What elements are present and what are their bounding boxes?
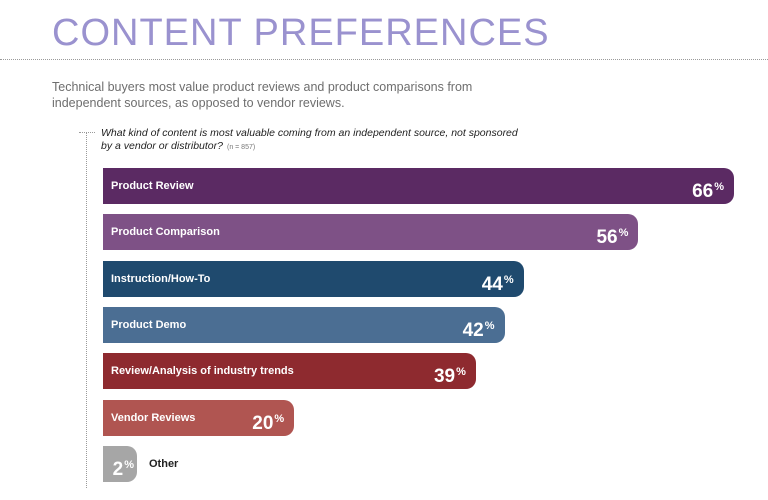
bar-vendor-reviews: Vendor Reviews 20% (103, 399, 295, 436)
bracket-line-horizontal (79, 132, 95, 133)
bar-value-number: 56 (596, 227, 618, 249)
bar-instruction-how-to: Instruction/How-To 44% (103, 260, 524, 297)
bar-label: Instruction/How-To (111, 272, 211, 285)
bar-value-unit: % (124, 458, 134, 471)
bar-value: 56% (596, 214, 628, 250)
bar-product-demo: Product Demo 42% (103, 306, 505, 343)
bar-value-unit: % (484, 319, 495, 332)
bar-value-number: 42 (462, 319, 484, 341)
page-subtitle: Technical buyers most value product revi… (52, 80, 473, 110)
bar-label: Review/Analysis of industry trends (111, 365, 294, 378)
bar-product-review: Product Review 66% (103, 168, 734, 204)
bracket-line-vertical (86, 132, 87, 488)
bar-label: Product Review (111, 180, 194, 192)
bar-label: Product Demo (111, 318, 187, 331)
chart-question-text: What kind of content is most valuable co… (101, 127, 518, 152)
bar-value-unit: % (456, 366, 466, 379)
bar-value: 44% (482, 261, 514, 297)
bar-value-number: 2 (112, 458, 124, 480)
bar-label: Vendor Reviews (111, 411, 196, 424)
page-title: CONTENT PREFERENCES (52, 12, 550, 54)
bar-value: 20% (252, 400, 284, 436)
bar-product-comparison: Product Comparison 56% (103, 214, 639, 251)
bar-value-number: 39 (433, 366, 456, 388)
bar-value-unit: % (714, 181, 724, 193)
bar-value: 66% (692, 168, 724, 204)
bar-value-number: 20 (252, 412, 274, 434)
chart-question: What kind of content is most valuable co… (101, 127, 521, 154)
bar-value-unit: % (503, 273, 514, 286)
bar-value-number: 44 (481, 273, 503, 295)
bar-value: 2% (113, 446, 134, 482)
bar-label-outside: Other (149, 457, 179, 470)
bar-value-unit: % (274, 412, 285, 425)
bar-label: Product Comparison (111, 226, 220, 239)
bar-value: 42% (463, 307, 495, 343)
sample-size: (n = 857) (226, 144, 256, 151)
bar-value-unit: % (618, 227, 629, 240)
bar-review-analysis-of-industry-trends: Review/Analysis of industry trends 39% (103, 353, 476, 390)
bar-value: 39% (434, 353, 466, 389)
bar-value-number: 66 (692, 181, 714, 202)
bar-other: 2% (103, 445, 137, 482)
title-divider (0, 59, 768, 60)
